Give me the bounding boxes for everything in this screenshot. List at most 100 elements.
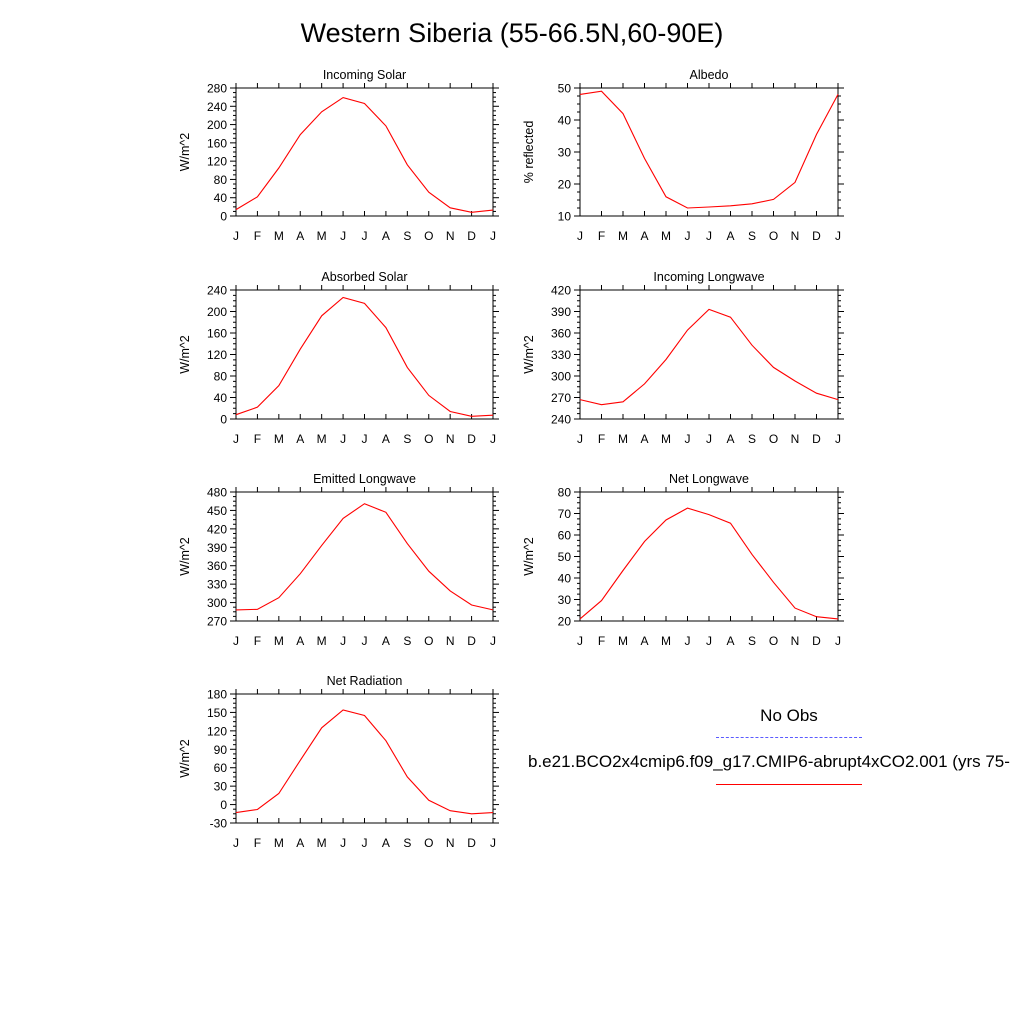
y-tick-label: 120 — [207, 724, 227, 738]
y-tick-label: 30 — [558, 593, 572, 607]
x-tick-label: J — [685, 432, 691, 446]
x-tick-label: S — [748, 634, 756, 648]
y-axis-label: W/m^2 — [522, 335, 536, 374]
page-title: Western Siberia (55-66.5N,60-90E) — [300, 18, 724, 48]
y-tick-label: 50 — [558, 550, 572, 564]
x-tick-label: F — [598, 634, 605, 648]
x-tick-label: M — [274, 229, 284, 243]
y-tick-label: 0 — [220, 210, 227, 224]
y-tick-label: 240 — [207, 284, 227, 298]
x-tick-label: J — [233, 634, 239, 648]
x-tick-label: N — [791, 229, 800, 243]
plot-frame — [579, 491, 839, 622]
x-tick-label: A — [640, 634, 648, 648]
y-tick-label: 80 — [214, 173, 228, 187]
y-tick-label: 360 — [207, 559, 227, 573]
x-tick-label: M — [274, 634, 284, 648]
x-tick-label: J — [490, 229, 496, 243]
x-tick-label: J — [233, 432, 239, 446]
x-tick-label: A — [640, 432, 648, 446]
x-tick-label: N — [446, 432, 455, 446]
y-tick-label: 30 — [558, 146, 572, 160]
plot-frame — [235, 491, 494, 622]
x-tick-label: M — [618, 634, 628, 648]
y-axis-label: W/m^2 — [178, 537, 192, 576]
x-tick-label: F — [254, 836, 261, 850]
plot-frame — [235, 87, 494, 217]
x-tick-label: J — [835, 229, 841, 243]
x-tick-label: N — [446, 634, 455, 648]
y-tick-label: 120 — [207, 155, 227, 169]
x-tick-label: J — [577, 432, 583, 446]
x-tick-label: M — [317, 836, 327, 850]
x-tick-label: S — [403, 432, 411, 446]
x-tick-label: J — [362, 229, 368, 243]
x-tick-label: F — [598, 432, 605, 446]
y-tick-label: 40 — [558, 114, 572, 128]
x-tick-label: D — [467, 432, 476, 446]
series-line — [235, 709, 494, 815]
chart-panel-6: J F M A M J J A S O N D J-300306090120150180W/m^2Net… — [178, 674, 499, 850]
x-tick-label: J — [362, 836, 368, 850]
y-axis-label: % reflected — [522, 121, 536, 184]
legend-obs-label: No Obs — [760, 706, 818, 725]
x-tick-label: A — [726, 432, 734, 446]
chart-title: Net Longwave — [669, 472, 749, 486]
y-tick-label: 160 — [207, 327, 227, 341]
y-tick-label: 150 — [207, 706, 227, 720]
chart-panel-0: J F M A M J J A S O N D J04080120160200240280W/m^2In… — [178, 68, 499, 243]
plot-frame — [235, 693, 494, 824]
x-tick-label: A — [382, 836, 390, 850]
x-tick-label: D — [467, 229, 476, 243]
x-tick-label: S — [748, 432, 756, 446]
x-tick-label: J — [340, 229, 346, 243]
series-line — [579, 90, 839, 209]
x-tick-label: S — [748, 229, 756, 243]
x-tick-label: A — [296, 836, 304, 850]
x-tick-label: J — [706, 432, 712, 446]
series-line — [579, 507, 839, 620]
x-tick-label: F — [254, 634, 261, 648]
x-tick-label: D — [812, 229, 821, 243]
x-tick-label: A — [296, 432, 304, 446]
y-tick-label: 20 — [558, 178, 572, 192]
y-tick-label: 390 — [207, 541, 227, 555]
y-tick-label: 40 — [214, 391, 228, 405]
y-tick-label: 0 — [220, 798, 227, 812]
y-axis-label: W/m^2 — [522, 537, 536, 576]
x-tick-label: M — [317, 634, 327, 648]
chart-title: Absorbed Solar — [321, 270, 407, 284]
x-tick-label: M — [661, 229, 671, 243]
series-line — [235, 503, 494, 611]
x-tick-label: F — [254, 432, 261, 446]
x-tick-label: A — [726, 634, 734, 648]
chart-title: Albedo — [690, 68, 729, 82]
series-line — [579, 308, 839, 406]
chart-title: Net Radiation — [327, 674, 403, 688]
y-tick-label: 10 — [558, 210, 572, 224]
x-tick-label: D — [812, 432, 821, 446]
y-tick-label: 330 — [551, 348, 571, 362]
x-tick-label: A — [382, 229, 390, 243]
chart-title: Incoming Solar — [323, 68, 406, 82]
y-tick-label: 80 — [214, 370, 228, 384]
y-tick-label: 420 — [551, 284, 571, 298]
y-tick-label: 240 — [551, 413, 571, 427]
x-tick-label: O — [424, 229, 433, 243]
x-tick-label: J — [490, 432, 496, 446]
x-tick-label: N — [791, 432, 800, 446]
x-tick-label: O — [424, 634, 433, 648]
x-tick-label: O — [769, 229, 778, 243]
chart-panel-3: J F M A M J J A S O N D J240270300330360390420W/m^2I… — [522, 270, 844, 446]
x-tick-label: J — [577, 634, 583, 648]
x-tick-label: A — [640, 229, 648, 243]
y-tick-label: 200 — [207, 305, 227, 319]
x-tick-label: O — [424, 432, 433, 446]
y-tick-label: 50 — [558, 82, 572, 96]
x-tick-label: J — [362, 634, 368, 648]
y-tick-label: 80 — [558, 486, 572, 500]
y-axis-label: W/m^2 — [178, 335, 192, 374]
x-tick-label: J — [340, 432, 346, 446]
